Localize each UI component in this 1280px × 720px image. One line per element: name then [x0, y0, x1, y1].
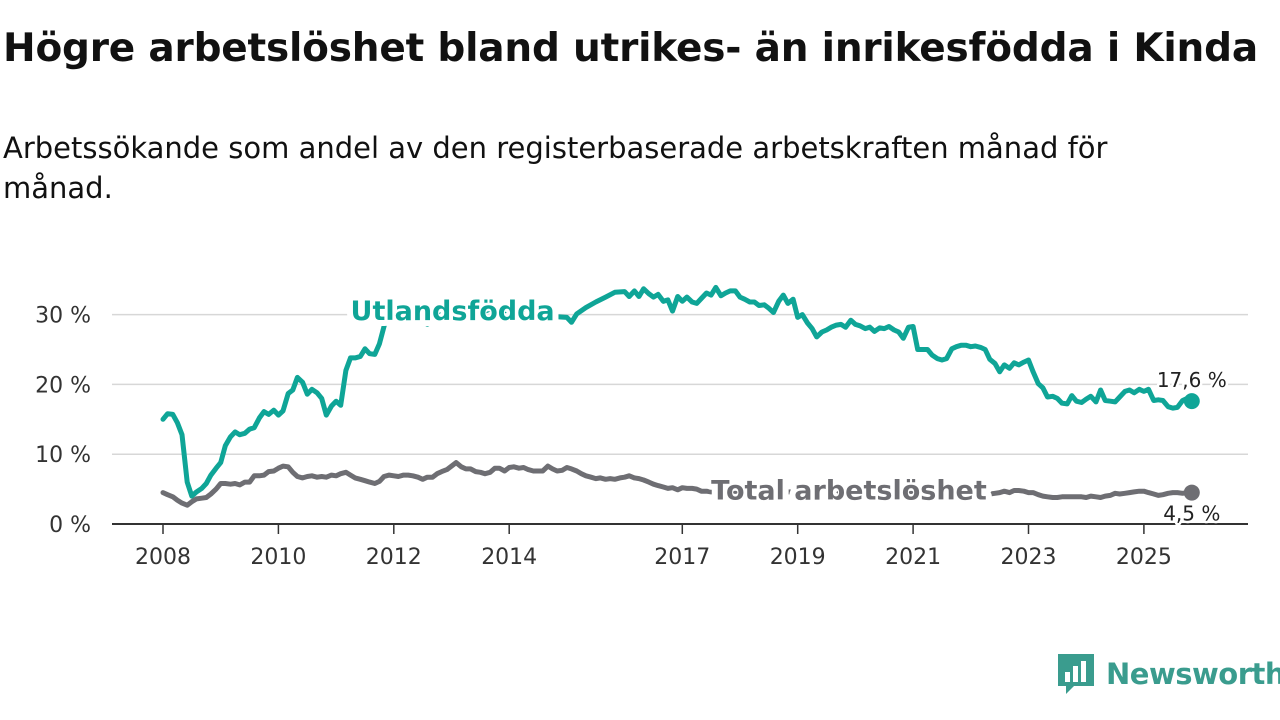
- bar-chart-speech-icon: [1058, 654, 1094, 694]
- y-axis-ticks: 0 % 10 % 20 % 30 %: [35, 304, 91, 538]
- series-name-label-total-arbetsl-shet: Total arbetslöshet: [711, 475, 987, 506]
- x-tick-label: 2010: [250, 545, 306, 570]
- series-end-label-total-arbetsl-shet: 4,5 %: [1163, 502, 1220, 526]
- y-tick-label: 30 %: [35, 304, 91, 329]
- x-tick-label: 2019: [770, 545, 826, 570]
- y-tick-label: 0 %: [49, 513, 91, 538]
- y-tick-label: 10 %: [35, 443, 91, 468]
- y-tick-label: 20 %: [35, 373, 91, 398]
- gridlines: [112, 313, 1248, 525]
- x-tick-label: 2017: [654, 545, 710, 570]
- x-tick-label: 2008: [135, 545, 191, 570]
- series-name-label-utlandsf-dda: Utlandsfödda: [351, 296, 555, 327]
- series-end-marker-total-arbetsl-shet: [1183, 484, 1200, 501]
- x-axis-ticks: 2008 2010 2012 2014 2017 2019 2021 2023 2025: [135, 524, 1172, 570]
- series-line-total-arbetsl-shet: [160, 460, 1195, 508]
- x-tick-label: 2021: [885, 545, 941, 570]
- chart-title: Högre arbetslöshet bland utrikes- än inr…: [3, 26, 1258, 71]
- series-end-label-utlandsf-dda: 17,6 %: [1157, 368, 1227, 392]
- series-line-utlandsf-dda: [160, 284, 1195, 499]
- brand-name: Newsworthy: [1106, 657, 1280, 691]
- series-end-marker-utlandsf-dda: [1183, 393, 1200, 410]
- chart-subtitle: Arbetssökande som andel av den registerb…: [3, 131, 1108, 205]
- x-tick-label: 2014: [481, 545, 537, 570]
- x-tick-label: 2012: [366, 545, 422, 570]
- series-labels: 17,6 % Utlandsfödda 4,5 % Total arbetslöshe…: [345, 290, 1230, 528]
- series-lines: [160, 284, 1200, 508]
- newsworthy-logo: Newsworthy: [1058, 654, 1280, 694]
- x-tick-label: 2023: [1001, 545, 1057, 570]
- x-tick-label: 2025: [1116, 545, 1172, 570]
